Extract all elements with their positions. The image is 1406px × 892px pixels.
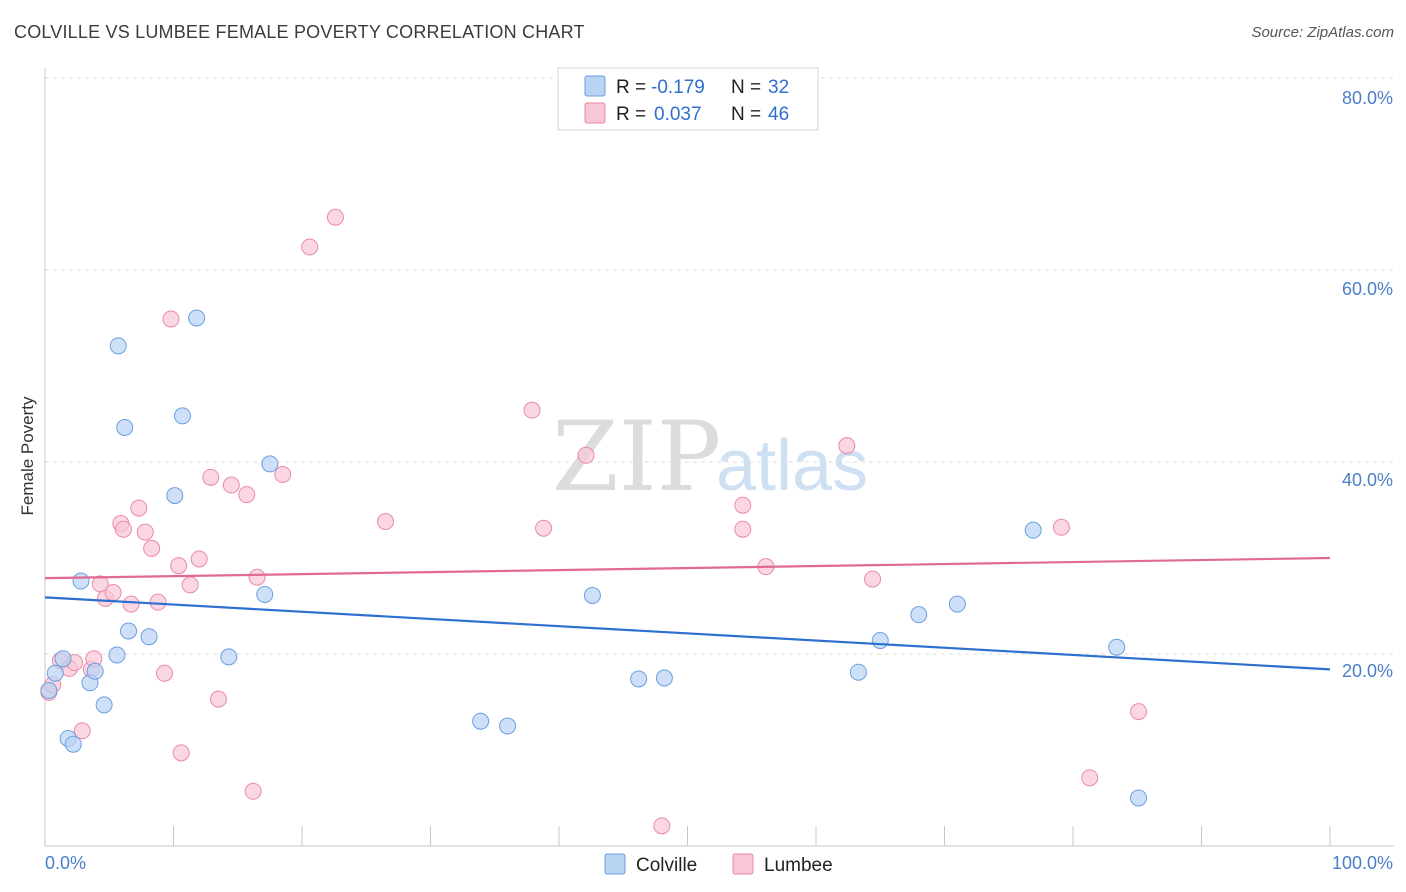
lumbee-point: [149, 593, 167, 611]
legend-r-value-colville: -0.179: [651, 77, 705, 98]
bottom-legend-label-lumbee: Lumbee: [764, 855, 833, 876]
lumbee-point: [209, 690, 227, 708]
lumbee-point: [136, 523, 154, 541]
y-tick-label: 40.0%: [1342, 470, 1393, 490]
lumbee-point: [248, 568, 266, 586]
lumbee-point: [162, 310, 180, 328]
lumbee-point: [170, 557, 188, 575]
x-tick-label-min: 0.0%: [45, 853, 86, 873]
lumbee-points: [40, 208, 1148, 835]
colville-point: [472, 712, 490, 730]
colville-point: [630, 670, 648, 688]
bottom-legend: Colville Lumbee: [604, 853, 833, 876]
y-tick-label: 60.0%: [1342, 279, 1393, 299]
colville-point: [188, 309, 206, 327]
colville-point: [910, 606, 928, 624]
legend-r-value-lumbee: 0.037: [654, 104, 702, 125]
legend-n-label-colville: N =: [731, 77, 761, 98]
lumbee-point: [172, 744, 190, 762]
lumbee-point: [190, 550, 208, 568]
colville-point: [64, 735, 82, 753]
lumbee-point: [104, 584, 122, 602]
lumbee-point: [535, 519, 553, 537]
colville-point: [220, 648, 238, 666]
colville-point: [1024, 521, 1042, 539]
y-tick-label: 80.0%: [1342, 88, 1393, 108]
lumbee-point: [130, 499, 148, 517]
colville-trend-line: [44, 596, 1331, 671]
lumbee-point: [301, 238, 319, 256]
lumbee-point: [577, 446, 595, 464]
colville-point: [46, 664, 64, 682]
colville-point: [120, 622, 138, 640]
colville-point: [86, 662, 104, 680]
legend-box: R = -0.179 N = 32 R = 0.037 N = 46: [557, 67, 819, 131]
x-axis-ticks: [44, 826, 1331, 846]
lumbee-point: [326, 208, 344, 226]
colville-point: [499, 717, 517, 735]
lumbee-point: [377, 513, 395, 531]
bottom-legend-swatch-colville: [604, 853, 626, 875]
colville-points: [40, 309, 1148, 807]
lumbee-point: [1052, 518, 1070, 536]
y-axis-label: Female Poverty: [18, 396, 37, 516]
colville-point: [948, 595, 966, 613]
lumbee-point: [838, 437, 856, 455]
watermark-zip: ZIP: [552, 401, 721, 513]
lumbee-point: [244, 782, 262, 800]
bottom-legend-label-colville: Colville: [636, 855, 697, 876]
colville-point: [95, 696, 113, 714]
x-tick-label-max: 100.0%: [1332, 853, 1393, 873]
lumbee-point: [73, 722, 91, 740]
bottom-legend-swatch-lumbee: [732, 853, 754, 875]
lumbee-point: [274, 465, 292, 483]
colville-point: [1130, 789, 1148, 807]
source-credit: Source: ZipAtlas.com: [1251, 24, 1394, 41]
lumbee-point: [238, 486, 256, 504]
colville-point: [108, 646, 126, 664]
colville-point: [109, 337, 127, 355]
colville-point: [583, 586, 601, 604]
legend-swatch-colville: [584, 75, 606, 97]
lumbee-point: [202, 468, 220, 486]
legend-r-label-lumbee: R =: [616, 104, 646, 125]
lumbee-point: [156, 664, 174, 682]
lumbee-point: [122, 595, 140, 613]
legend-n-label-lumbee: N =: [731, 104, 761, 125]
trend-lines: [44, 556, 1331, 671]
lumbee-point: [1130, 703, 1148, 721]
colville-point: [256, 585, 274, 603]
lumbee-point: [222, 476, 240, 494]
colville-point: [116, 418, 134, 436]
colville-point: [166, 487, 184, 505]
lumbee-point: [864, 570, 882, 588]
colville-point: [72, 572, 90, 590]
lumbee-point: [653, 817, 671, 835]
colville-point: [261, 455, 279, 473]
colville-point: [1108, 638, 1126, 656]
lumbee-point: [1081, 769, 1099, 787]
legend-r-label-colville: R =: [616, 77, 646, 98]
lumbee-point: [734, 496, 752, 514]
colville-point: [54, 650, 72, 668]
lumbee-point: [114, 520, 132, 538]
colville-point: [173, 407, 191, 425]
lumbee-trend-line: [44, 556, 1331, 580]
colville-point: [655, 669, 673, 687]
lumbee-point: [143, 539, 161, 557]
colville-point: [849, 663, 867, 681]
colville-point: [871, 632, 889, 650]
y-tick-label: 20.0%: [1342, 661, 1393, 681]
legend-swatch-lumbee: [584, 102, 606, 124]
lumbee-point: [523, 401, 541, 419]
chart-title: COLVILLE VS LUMBEE FEMALE POVERTY CORREL…: [14, 22, 585, 42]
colville-point: [40, 681, 58, 699]
lumbee-point: [734, 520, 752, 538]
colville-point: [140, 628, 158, 646]
lumbee-point: [181, 576, 199, 594]
legend-n-value-lumbee: 46: [768, 104, 789, 125]
legend-n-value-colville: 32: [768, 77, 789, 98]
y-axis-tick-labels: 20.0% 40.0% 60.0% 80.0%: [1342, 88, 1393, 681]
